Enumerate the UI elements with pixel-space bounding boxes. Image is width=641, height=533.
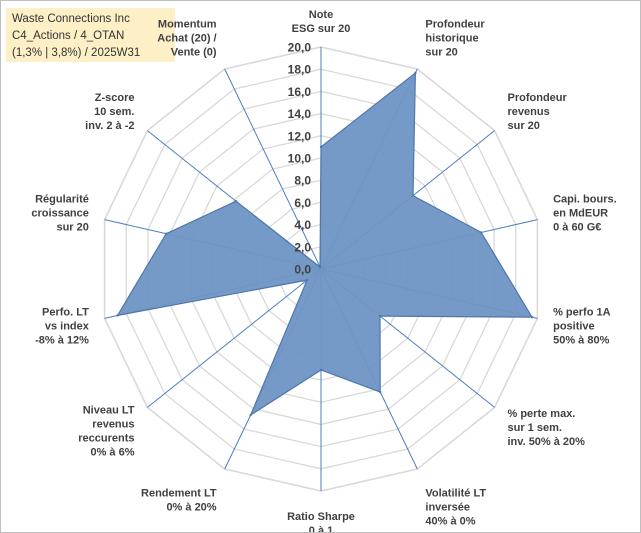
axis-category-label-line: 0% à 20% <box>166 502 216 514</box>
data-point <box>378 314 382 318</box>
axis-category-label: Régularité croissance sur 20 <box>31 194 88 234</box>
data-point <box>165 232 168 235</box>
axis-category-label-line: 0 à 1 <box>309 525 333 532</box>
axis-category-label: Perfo. LT vs index -8% à 12% <box>35 306 90 346</box>
data-point <box>234 200 238 203</box>
title-line-3: (1,3% | 3,8%) / 2025W31 <box>12 47 141 59</box>
axis-category-label: Momentum Achat (20) / Vente (0) <box>157 18 217 58</box>
axis-category-label-line: 50% à 80% <box>553 334 609 346</box>
axis-category-label-line: revenus <box>92 419 134 431</box>
axis-category-label-line: croissance <box>31 208 88 220</box>
axis-category-label-line: Perfo. LT <box>42 306 89 318</box>
axis-category-label-line: Régularité <box>35 194 89 206</box>
chart-title-box: Waste Connections Inc C4_Actions / 4_OTA… <box>6 8 175 62</box>
axis-category-label-line: historique <box>425 32 478 44</box>
axis-category-label: % perte max. sur 1 sem. inv. 50% à 20% <box>508 408 586 448</box>
axis-category-label: Volatilité LT inversée 40% à 0% <box>425 488 486 528</box>
radial-tick-label: 14,0 <box>288 107 312 121</box>
axis-category-label-line: positive <box>553 320 595 332</box>
axis-category-label: Note ESG sur 20 <box>292 9 351 35</box>
data-point <box>318 265 322 269</box>
axis-category-label-line: 0% à 6% <box>90 447 134 459</box>
radial-tick-label: 0,0 <box>294 263 311 277</box>
title-line-1: Waste Connections Inc <box>12 13 130 25</box>
axis-category-label-line: Profondeur <box>425 18 485 30</box>
axis-category-label-line: Ratio Sharpe <box>287 511 355 523</box>
radial-tick-label: 4,0 <box>294 218 311 232</box>
radial-tick-label: 6,0 <box>294 196 311 210</box>
axis-category-label-line: % perfo 1A <box>553 306 611 318</box>
axis-category-label: Rendement LT 0% à 20% <box>141 488 217 514</box>
data-point <box>530 316 534 319</box>
data-point <box>480 231 483 234</box>
axis-category-label-line: en MdEUR <box>553 208 608 220</box>
axis-category-label: Z-score 10 sem. inv. 2 à -2 <box>85 92 134 132</box>
radial-tick-label: 2,0 <box>294 240 311 254</box>
axis-category-label-line: inv. 2 à -2 <box>85 120 134 132</box>
radial-tick-label: 16,0 <box>288 85 312 99</box>
data-point <box>414 71 417 75</box>
axis-category-label-line: Rendement LT <box>141 488 217 500</box>
axis-category-label-line: Z-score <box>95 92 135 104</box>
axis-category-label-line: sur 20 <box>56 222 88 234</box>
axis-category-label-line: Profondeur <box>508 92 568 104</box>
axis-category-label-line: sur 20 <box>508 120 540 132</box>
axis-spoke <box>224 68 322 270</box>
axis-category-label-line: reccurents <box>78 433 134 445</box>
axis-category-label-line: sur 1 sem. <box>508 422 562 434</box>
axis-category-label-line: inv. 50% à 20% <box>508 436 586 448</box>
axis-category-label: Niveau LT revenus reccurents 0% à 6% <box>78 405 135 459</box>
axis-category-label-line: % perte max. <box>508 408 576 420</box>
axis-category-label: Profondeur revenus sur 20 <box>508 92 568 132</box>
axis-category-label-line: Capi. bours. <box>553 194 617 206</box>
axis-category-label-line: Momentum <box>158 18 217 30</box>
axis-category-label: Ratio Sharpe 0 à 1 <box>287 511 355 532</box>
axis-spoke <box>147 268 322 408</box>
axis-category-label-line: Vente (0) <box>171 46 217 58</box>
axis-category-label: Profondeur historique sur 20 <box>425 18 485 58</box>
radial-tick-label: 12,0 <box>288 129 312 143</box>
axis-category-label-line: 10 sem. <box>94 106 134 118</box>
radial-tick-label: 10,0 <box>288 152 312 166</box>
radial-tick-label: 18,0 <box>288 63 312 77</box>
axis-category-label-line: revenus <box>508 106 550 118</box>
axis-category-label-line: Achat (20) / <box>157 32 216 44</box>
axis-category-label: Capi. bours. en MdEUR 0 à 60 G€ <box>553 194 617 234</box>
axis-category-label-line: inversée <box>425 502 470 514</box>
data-point <box>319 145 323 149</box>
data-point <box>249 413 252 417</box>
axis-category-label-line: 40% à 0% <box>425 516 475 528</box>
axis-category-label-line: -8% à 12% <box>35 334 89 346</box>
data-point <box>116 314 119 317</box>
axis-category-label-line: sur 20 <box>425 46 457 58</box>
axis-category-label-line: Volatilité LT <box>425 488 486 500</box>
axis-category-label-line: Note <box>309 9 333 21</box>
axis-category-label-line: 0 à 60 G€ <box>553 222 601 234</box>
axis-category-label: % perfo 1A positive 50% à 80% <box>553 306 611 346</box>
axis-category-label-line: vs index <box>45 320 90 332</box>
data-point <box>305 278 309 282</box>
data-series-area <box>116 71 534 417</box>
data-point <box>379 390 382 394</box>
radial-tick-label: 8,0 <box>294 174 311 188</box>
axis-category-label-line: Niveau LT <box>83 405 135 417</box>
title-line-2: C4_Actions / 4_OTAN <box>12 30 125 42</box>
data-point <box>411 194 415 197</box>
axis-category-label-line: ESG sur 20 <box>292 23 351 35</box>
data-point <box>319 368 323 372</box>
radial-tick-label: 20,0 <box>288 41 312 55</box>
